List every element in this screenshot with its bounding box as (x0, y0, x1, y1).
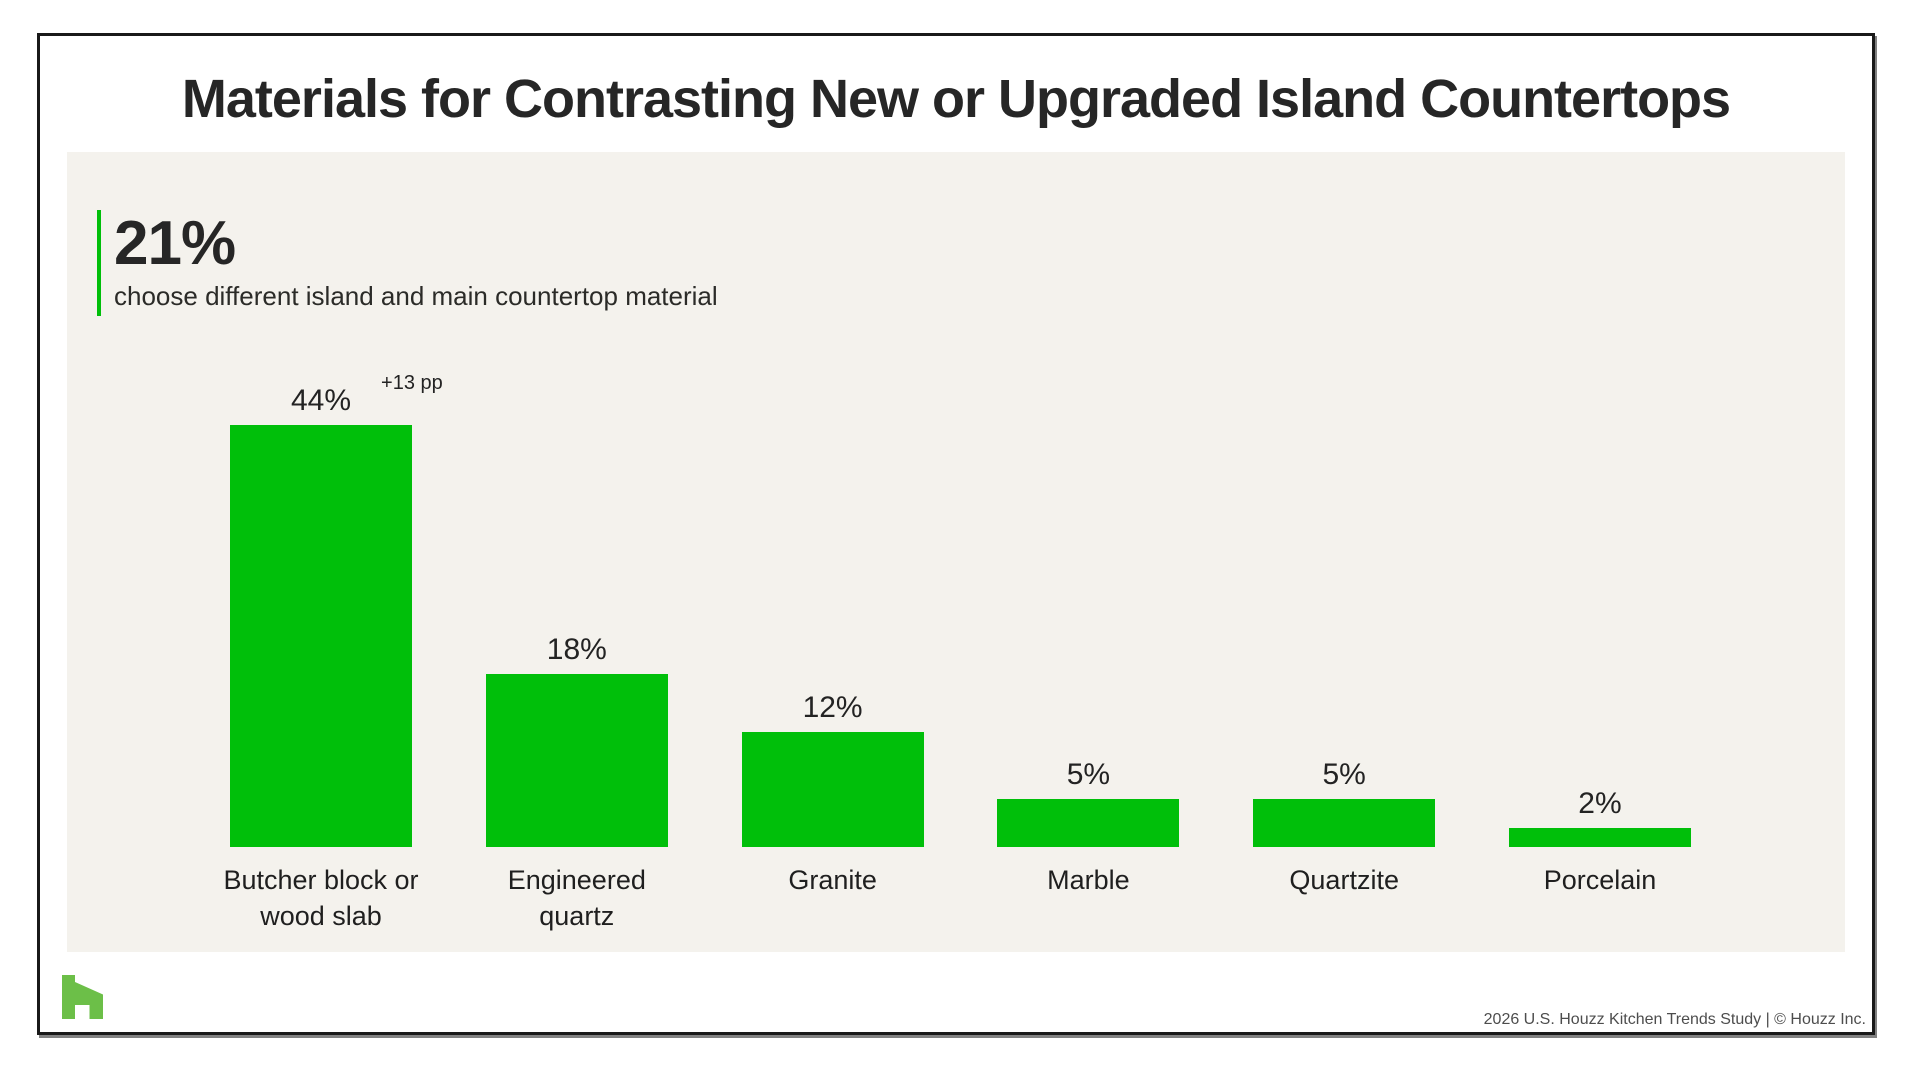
bar-column: 2% Porcelain (1508, 152, 1691, 895)
bar-value-label: 5% (1322, 758, 1366, 791)
bar-chart: +13 pp 44% Butcher block or wood slab 18% Eng… (223, 152, 1691, 931)
bar-value-label: 44% (290, 383, 352, 417)
bar (230, 424, 412, 847)
bar-value-label: 2% (1578, 786, 1622, 820)
bar (1253, 799, 1436, 847)
category-label: Butcher block or wood slab (223, 865, 419, 931)
change-annotation: +13 pp (381, 371, 443, 394)
bar-column: 18% Engineered quartz (485, 152, 668, 931)
category-label: Granite (788, 865, 877, 895)
bar (741, 731, 924, 847)
bar-column: 5% Marble (997, 152, 1180, 895)
stat-value: 21% (114, 209, 236, 278)
bar-value-label: 5% (1066, 758, 1111, 791)
bar-column: 12% Granite (741, 152, 924, 895)
houzz-logo-icon (62, 975, 103, 1019)
chart-panel: 21% choose different island and main cou… (67, 152, 1845, 952)
bar (1508, 827, 1691, 847)
highlight-stat: 21% choose different island and main cou… (97, 209, 718, 317)
category-label: Porcelain (1543, 865, 1657, 895)
category-label: Marble (1047, 865, 1130, 895)
bars-row: +13 pp 44% Butcher block or wood slab 18% Eng… (223, 152, 1691, 931)
bar (997, 799, 1180, 847)
footer-credit: 2026 U.S. Houzz Kitchen Trends Study | ©… (1483, 1011, 1866, 1028)
bar-column: +13 pp 44% Butcher block or wood slab (223, 152, 442, 931)
bar-column: 5% Quartzite (1253, 152, 1436, 895)
bar-value-label: 18% (546, 633, 607, 667)
bar (485, 674, 668, 847)
stat-caption: choose different island and main counter… (114, 281, 718, 312)
infographic-card: Materials for Contrasting New or Upgrade… (37, 33, 1875, 1035)
category-label: Engineered quartz (507, 865, 646, 931)
bar-value-label: 12% (802, 690, 863, 724)
chart-title: Materials for Contrasting New or Upgrade… (181, 69, 1731, 129)
category-label: Quartzite (1289, 865, 1399, 895)
